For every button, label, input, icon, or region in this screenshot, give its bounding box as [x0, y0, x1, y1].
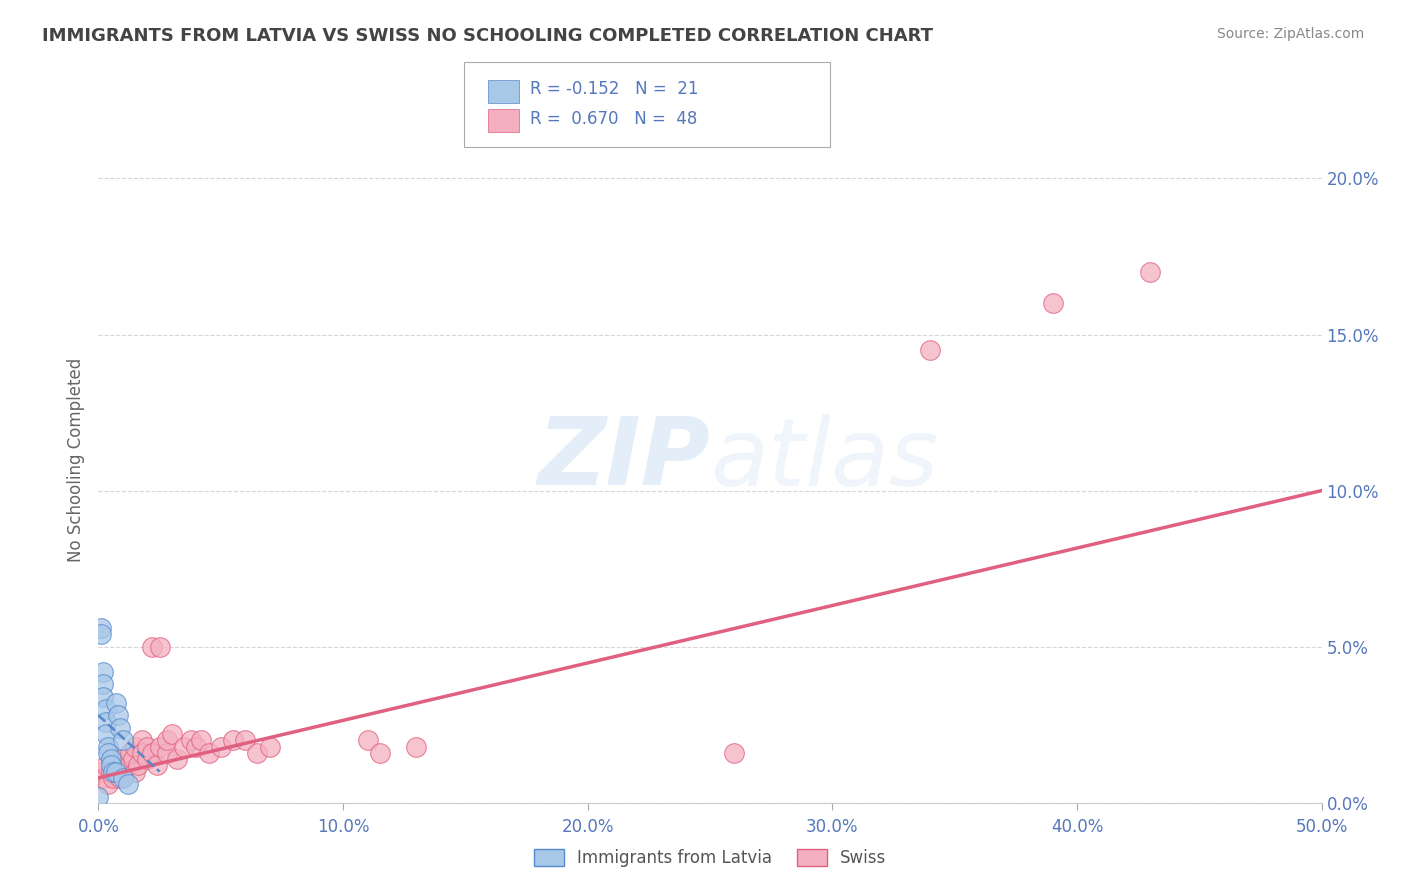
- Point: [110, 721, 132, 735]
- Point: [124, 739, 146, 754]
- Text: IMMIGRANTS FROM LATVIA VS SWISS NO SCHOOLING COMPLETED CORRELATION CHART: IMMIGRANTS FROM LATVIA VS SWISS NO SCHOO…: [42, 27, 934, 45]
- Point: [149, 739, 172, 754]
- Point: [91, 665, 114, 679]
- Point: [94, 714, 117, 729]
- Point: [100, 764, 122, 779]
- Point: [91, 690, 114, 704]
- Point: [104, 758, 127, 772]
- Point: [104, 696, 127, 710]
- Point: [97, 746, 120, 760]
- Text: atlas: atlas: [710, 414, 938, 505]
- Point: [131, 746, 153, 760]
- Text: R =  0.670   N =  48: R = 0.670 N = 48: [530, 110, 697, 128]
- Text: ZIP: ZIP: [537, 413, 710, 506]
- Legend: Immigrants from Latvia, Swiss: Immigrants from Latvia, Swiss: [527, 842, 893, 873]
- Point: [190, 733, 212, 747]
- Point: [94, 702, 117, 716]
- Point: [356, 733, 378, 747]
- Point: [87, 789, 110, 804]
- Point: [110, 771, 132, 785]
- Point: [222, 733, 245, 747]
- Point: [146, 758, 169, 772]
- Text: Source: ZipAtlas.com: Source: ZipAtlas.com: [1216, 27, 1364, 41]
- Point: [156, 746, 179, 760]
- Point: [180, 733, 202, 747]
- Point: [90, 764, 112, 779]
- Point: [246, 746, 269, 760]
- Point: [173, 739, 195, 754]
- Point: [100, 752, 122, 766]
- Point: [100, 758, 122, 772]
- Point: [104, 764, 127, 779]
- Point: [117, 758, 139, 772]
- Point: [131, 733, 153, 747]
- Point: [920, 343, 942, 358]
- Point: [127, 758, 149, 772]
- Point: [107, 764, 129, 779]
- Point: [197, 746, 219, 760]
- Point: [97, 777, 120, 791]
- Point: [111, 764, 134, 779]
- Point: [107, 708, 129, 723]
- Point: [156, 733, 179, 747]
- Text: R = -0.152   N =  21: R = -0.152 N = 21: [530, 80, 699, 98]
- Point: [124, 764, 146, 779]
- Point: [186, 739, 208, 754]
- Point: [94, 758, 117, 772]
- Y-axis label: No Schooling Completed: No Schooling Completed: [67, 358, 86, 561]
- Point: [149, 640, 172, 654]
- Point: [136, 739, 159, 754]
- Point: [141, 746, 163, 760]
- Point: [209, 739, 232, 754]
- Point: [136, 752, 159, 766]
- Point: [405, 739, 427, 754]
- Point: [94, 727, 117, 741]
- Point: [90, 627, 112, 641]
- Point: [111, 733, 134, 747]
- Point: [1042, 296, 1064, 310]
- Point: [91, 771, 114, 785]
- Point: [120, 746, 142, 760]
- Point: [723, 746, 745, 760]
- Point: [101, 752, 124, 766]
- Point: [141, 640, 163, 654]
- Point: [90, 621, 112, 635]
- Point: [1139, 265, 1161, 279]
- Point: [97, 739, 120, 754]
- Point: [111, 771, 134, 785]
- Point: [101, 771, 124, 785]
- Point: [91, 677, 114, 691]
- Point: [117, 777, 139, 791]
- Point: [111, 752, 134, 766]
- Point: [166, 752, 188, 766]
- Point: [259, 739, 281, 754]
- Point: [233, 733, 256, 747]
- Point: [121, 752, 143, 766]
- Point: [368, 746, 391, 760]
- Point: [101, 764, 124, 779]
- Point: [160, 727, 183, 741]
